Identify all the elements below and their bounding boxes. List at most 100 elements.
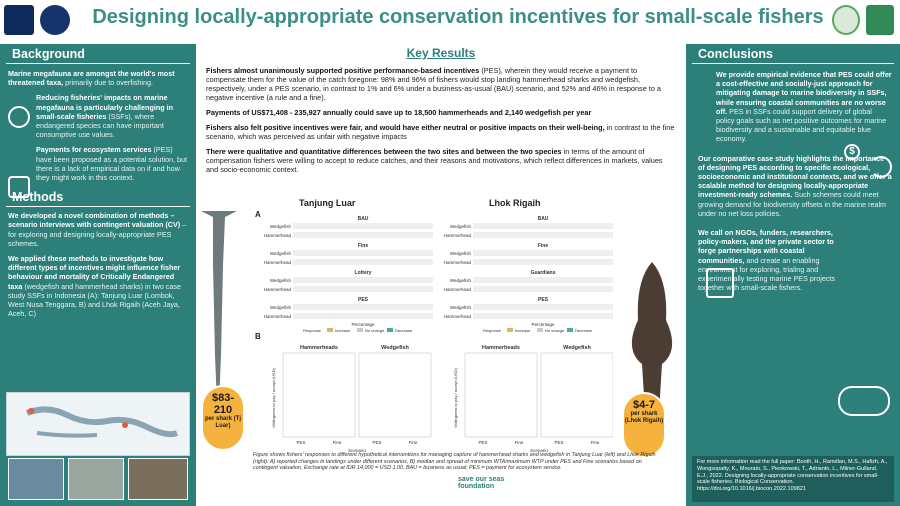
panel-a-label: A xyxy=(255,210,261,219)
bar-track-left-2-0 xyxy=(293,277,433,283)
conclusions-heading: Conclusions xyxy=(692,47,894,64)
box-panel-right-1 xyxy=(540,352,613,438)
fish-icon xyxy=(8,106,30,128)
species-label-right-1-0: Wedgefish xyxy=(450,251,472,256)
figure-caption: Figure shows fishers' responses to diffe… xyxy=(253,452,656,472)
legend-item-left-1: No change xyxy=(365,328,385,333)
box-cat-right-0-1: Fine xyxy=(515,440,524,445)
box-cat-left-1-1: Fine xyxy=(409,440,418,445)
oxford-logo xyxy=(4,5,34,35)
wedgefish-illustration xyxy=(631,262,673,428)
save-our-seas-logo: save our seas foundation xyxy=(458,476,505,490)
panel-b-label: B xyxy=(255,332,261,341)
scenario-label-left-0: BAU xyxy=(358,216,369,222)
conclusion-2: Our comparative case study highlights th… xyxy=(698,153,892,218)
scenario-label-left-1: Fine xyxy=(358,243,368,249)
legend-title-right: Response xyxy=(483,328,502,333)
percentage-axis-label-left: Percentage xyxy=(351,322,375,327)
bar-track-left-1-1 xyxy=(293,259,433,265)
box-panel-right-0 xyxy=(464,352,538,438)
handshake-icon xyxy=(838,386,890,416)
bar-track-left-0-1 xyxy=(293,232,433,238)
box-cat-right-1-0: PES xyxy=(554,440,563,445)
site-right-title: Lhok Rigaih xyxy=(489,198,541,208)
bar-track-left-1-0 xyxy=(293,250,433,256)
bar-track-left-3-0 xyxy=(293,304,433,310)
legend-item-right-2: Decrease xyxy=(575,328,593,333)
species-label-right-1-1: Hammerhead xyxy=(444,260,472,265)
hammerhead-shark-illustration xyxy=(201,211,237,431)
species-label-left-1-1: Hammerhead xyxy=(264,260,292,265)
species-label-right-3-0: Wedgefish xyxy=(450,305,472,310)
scalable-scheme-icon xyxy=(706,268,734,298)
indonesia-map xyxy=(6,392,190,456)
legend-title-left: Response xyxy=(303,328,322,333)
legend-swatch-left-1 xyxy=(357,328,363,332)
scenario-label-left-2: Lottery xyxy=(355,270,372,276)
badge-lhok-rigaih: $4-7 per shark (Lhok Rigaih) xyxy=(622,392,666,458)
background-heading: Background xyxy=(6,47,190,64)
key-result-3: Fishers also felt positive incentives we… xyxy=(206,123,675,141)
species-label-right-2-1: Hammerhead xyxy=(444,287,472,292)
species-label-left-1-0: Wedgefish xyxy=(270,251,292,256)
legend-item-right-1: No change xyxy=(545,328,565,333)
background-p1: Marine megafauna are amongst the world's… xyxy=(8,69,175,88)
bar-track-right-0-1 xyxy=(473,232,613,238)
fish-cycle-icon xyxy=(870,156,892,178)
bar-track-left-0-0 xyxy=(293,223,433,229)
background-p3: Payments for ecosystem services (PES) ha… xyxy=(36,145,188,183)
box-xlabel-right: Scenario xyxy=(530,448,548,453)
legend-swatch-left-0 xyxy=(327,328,333,332)
box-xlabel-left: Scenario xyxy=(348,448,366,453)
species-label-left-0-1: Hammerhead xyxy=(264,233,292,238)
species-label-right-2-0: Wedgefish xyxy=(450,278,472,283)
legend-item-left-0: Increase xyxy=(335,328,351,333)
background-p2: Reducing fisheries' impacts on marine me… xyxy=(36,93,173,140)
bar-track-right-2-1 xyxy=(473,286,613,292)
scenario-label-left-3: PES xyxy=(358,297,369,303)
figure-svg: BAU Wedgefish Hammerhead Fine Wedgefish Hamme… xyxy=(264,216,613,453)
species-label-left-2-1: Hammerhead xyxy=(264,287,292,292)
box-title-left-0: Hammerheads xyxy=(300,345,338,351)
scenario-label-right-3: PES xyxy=(538,297,549,303)
box-cat-left-0-1: Fine xyxy=(333,440,342,445)
box-cat-right-1-1: Fine xyxy=(591,440,600,445)
left-column: Background Marine megafauna are amongst … xyxy=(0,44,196,506)
field-photo-2 xyxy=(68,458,124,500)
dollar-icon: $ xyxy=(844,144,860,160)
species-label-left-0-0: Wedgefish xyxy=(270,224,292,229)
conclusion-1: We provide empirical evidence that PES c… xyxy=(716,70,892,144)
key-result-2: Payments of US$71,408 - 235,927 annually… xyxy=(206,108,592,117)
bar-track-left-3-1 xyxy=(293,313,433,319)
key-result-1: Fishers almost unanimously supported pos… xyxy=(206,66,661,102)
box-title-left-1: Wedgefish xyxy=(381,345,409,351)
key-result-4: There were qualitative and quantitative … xyxy=(206,147,663,174)
legend-swatch-right-2 xyxy=(567,328,573,332)
box-cat-left-0-0: PES xyxy=(296,440,305,445)
box-title-right-0: Hammerheads xyxy=(482,345,520,351)
bar-track-right-0-0 xyxy=(473,223,613,229)
field-photo-1 xyxy=(8,458,64,500)
species-label-left-2-0: Wedgefish xyxy=(270,278,292,283)
poster-title: Designing locally-appropriate conservati… xyxy=(92,6,824,28)
bar-track-right-2-0 xyxy=(473,277,613,283)
legend-swatch-right-1 xyxy=(537,328,543,332)
scenario-label-right-0: BAU xyxy=(538,216,549,222)
box-cat-right-0-0: PES xyxy=(478,440,487,445)
species-label-right-3-1: Hammerhead xyxy=(444,314,472,319)
methods-p2: We applied these methods to investigate … xyxy=(8,254,181,319)
field-photo-3 xyxy=(128,458,188,500)
header-bar: Designing locally-appropriate conservati… xyxy=(0,0,900,40)
key-results-heading: Key Results xyxy=(406,46,476,60)
species-label-left-3-0: Wedgefish xyxy=(270,305,292,310)
legend-item-left-2: Decrease xyxy=(395,328,413,333)
bar-track-left-2-1 xyxy=(293,286,433,292)
results-figure: Tanjung Luar Lhok Rigaih A B BAU Wedgefis… xyxy=(253,198,613,454)
box-cat-left-1-0: PES xyxy=(372,440,381,445)
university-logo xyxy=(866,5,894,35)
species-label-left-3-1: Hammerhead xyxy=(264,314,292,319)
partner-seal-logo xyxy=(40,5,70,35)
methods-p1: We developed a novel combination of meth… xyxy=(8,211,187,248)
partner-emblem-logo xyxy=(832,5,860,35)
scenario-label-right-1: Fine xyxy=(538,243,548,249)
